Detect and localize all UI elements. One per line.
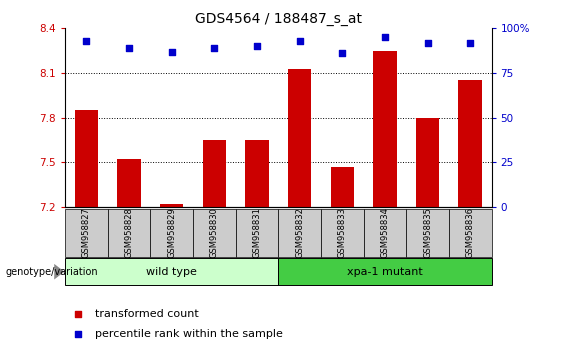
Bar [288,69,311,207]
Bar [458,80,482,207]
Bar [373,51,397,207]
Point [82,38,91,44]
Point [380,34,389,40]
Text: xpa-1 mutant: xpa-1 mutant [347,267,423,277]
Text: GSM958827: GSM958827 [82,207,91,258]
Text: GSM958828: GSM958828 [124,207,133,258]
Text: genotype/variation: genotype/variation [6,267,98,277]
Bar [193,209,236,257]
Point [210,45,219,51]
Text: transformed count: transformed count [95,309,198,319]
Point [124,45,133,51]
Point [466,40,475,45]
Bar [65,258,278,285]
Bar [117,159,141,207]
Bar [65,209,107,257]
Bar [75,110,98,207]
Point [423,40,432,45]
Point [253,44,262,49]
Text: GSM958831: GSM958831 [253,207,262,258]
Polygon shape [54,264,64,280]
Point [295,38,304,44]
Point [338,51,347,56]
Point [73,311,82,316]
Text: GSM958832: GSM958832 [295,207,304,258]
Bar [202,140,226,207]
Bar [321,209,364,257]
Text: GSM958834: GSM958834 [380,207,389,258]
Bar [236,209,278,257]
Bar [279,209,321,257]
Text: GSM958835: GSM958835 [423,207,432,258]
Title: GDS4564 / 188487_s_at: GDS4564 / 188487_s_at [195,12,362,26]
Point [73,331,82,337]
Bar [150,209,193,257]
Text: GSM958830: GSM958830 [210,207,219,258]
Bar [279,258,492,285]
Text: GSM958836: GSM958836 [466,207,475,258]
Bar [364,209,406,257]
Text: GSM958833: GSM958833 [338,207,347,258]
Text: GSM958829: GSM958829 [167,207,176,258]
Text: wild type: wild type [146,267,197,277]
Bar [416,118,440,207]
Bar [406,209,449,257]
Text: percentile rank within the sample: percentile rank within the sample [95,329,282,339]
Bar [331,167,354,207]
Bar [107,209,150,257]
Point [167,49,176,55]
Bar [245,140,269,207]
Bar [160,204,184,207]
Bar [449,209,492,257]
